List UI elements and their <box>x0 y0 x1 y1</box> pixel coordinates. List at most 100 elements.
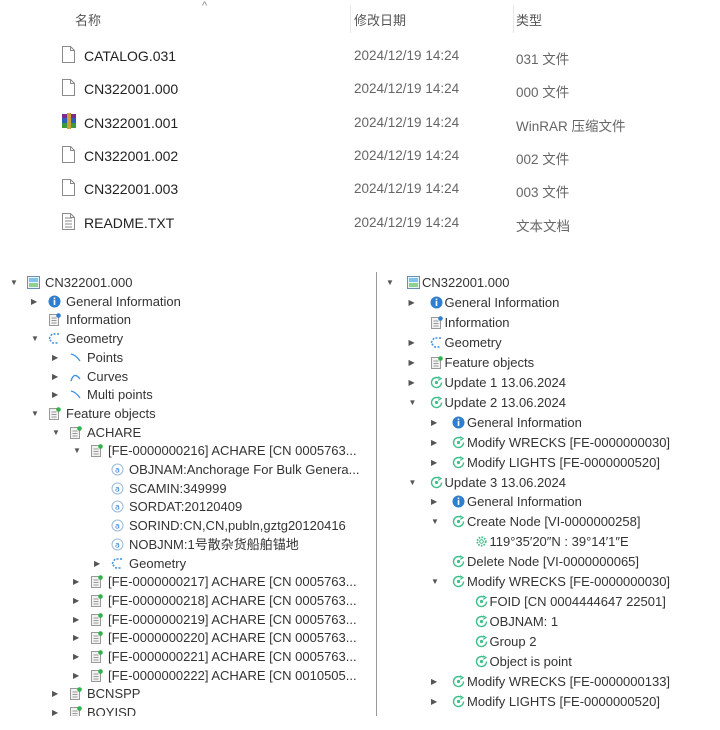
collapsed-arrow-icon[interactable]: ▶ <box>94 558 101 568</box>
file-row[interactable]: CN322001.000 2024/12/19 14:24 000 文件 <box>0 77 720 101</box>
collapsed-arrow-icon[interactable]: ▶ <box>73 652 80 661</box>
collapsed-arrow-icon[interactable]: ▶ <box>408 337 415 347</box>
column-header-date[interactable]: 修改日期 <box>354 13 407 28</box>
tree-node[interactable]: ▶ Modify WRECKS [FE-0000000133] <box>377 673 720 691</box>
tree-node[interactable]: ▶ General Information <box>377 493 720 511</box>
collapsed-arrow-icon[interactable]: ▶ <box>408 377 415 387</box>
tree-node[interactable]: Group 2 <box>377 633 720 651</box>
tree-node[interactable]: ▶ Modify WRECKS [FE-0000000030] <box>377 434 720 452</box>
tree-node[interactable]: a SCAMIN:349999 <box>0 480 376 498</box>
tree-node[interactable]: ▼ Modify WRECKS [FE-0000000030] <box>377 573 720 591</box>
collapsed-arrow-icon[interactable]: ▶ <box>73 633 80 643</box>
tree-node[interactable]: Information <box>0 311 376 329</box>
file-name: CN322001.002 <box>84 148 179 164</box>
tree-node[interactable]: ▶ General Information <box>377 414 720 432</box>
tree-node[interactable]: ▶ [FE-0000000220] ACHARE [CN 0005763... <box>0 629 376 647</box>
tree-node[interactable]: ▶ Points <box>0 349 376 367</box>
tree-node[interactable]: ▼ Update 2 13.06.2024 <box>377 394 720 412</box>
expanded-arrow-icon[interactable]: ▼ <box>31 408 39 418</box>
collapsed-arrow-icon[interactable]: ▶ <box>52 352 59 362</box>
tree-node[interactable]: ▶ [FE-0000000217] ACHARE [CN 0005763... <box>0 573 376 591</box>
collapsed-arrow-icon[interactable]: ▶ <box>52 708 59 716</box>
expanded-arrow-icon[interactable]: ▼ <box>73 446 81 456</box>
collapsed-arrow-icon[interactable]: ▶ <box>431 677 438 686</box>
tree-node[interactable]: ▶ [FE-0000000218] ACHARE [CN 0005763... <box>0 592 376 610</box>
collapsed-arrow-icon[interactable]: ▶ <box>52 689 59 699</box>
collapsed-arrow-icon[interactable]: ▶ <box>431 696 438 706</box>
tree-node[interactable]: ▶ Modify LIGHTS [FE-0000000520] <box>377 454 720 472</box>
tree-node[interactable]: a NOBJNM:1号散杂货船舶锚地 <box>0 536 376 554</box>
tree-node[interactable]: ▼ Geometry <box>0 330 376 348</box>
tree-node[interactable]: ▶ [FE-0000000222] ACHARE [CN 0010505... <box>0 667 376 685</box>
tree-node[interactable]: ▶ BOYISD <box>0 704 376 716</box>
tree-node[interactable]: Delete Node [VI-0000000065] <box>377 553 720 571</box>
tree-node[interactable]: OBJNAM: 1 <box>377 613 720 631</box>
tree-node[interactable]: a SORIND:CN,CN,publn,gztg20120416 <box>0 517 376 535</box>
expanded-arrow-icon[interactable]: ▼ <box>431 577 439 587</box>
expanded-arrow-icon[interactable]: ▼ <box>386 278 394 287</box>
file-row[interactable]: CATALOG.031 2024/12/19 14:24 031 文件 <box>0 44 720 68</box>
collapsed-arrow-icon[interactable]: ▶ <box>431 457 438 467</box>
expanded-arrow-icon[interactable]: ▼ <box>10 278 18 287</box>
column-divider[interactable] <box>350 5 351 33</box>
tree-node[interactable]: ▶ [FE-0000000219] ACHARE [CN 0005763... <box>0 611 376 629</box>
column-header-type[interactable]: 类型 <box>516 13 543 28</box>
collapsed-arrow-icon[interactable]: ▶ <box>31 296 38 306</box>
tree-node[interactable]: ▼ CN322001.000 <box>0 274 376 292</box>
tree-node[interactable]: ▶ Update 1 13.06.2024 <box>377 374 720 392</box>
doc-green-icon <box>69 687 82 701</box>
tree-node[interactable]: ▼ Create Node [VI-0000000258] <box>377 513 720 531</box>
tree-node[interactable]: ▶ Feature objects <box>377 354 720 372</box>
tree-node[interactable]: ▼ Feature objects <box>0 405 376 423</box>
tree-node[interactable]: Object is point <box>377 653 720 671</box>
right-tree-view[interactable]: ▼ CN322001.000 ▶ General Information Informa… <box>377 270 720 716</box>
file-type: 031 文件 <box>516 52 570 67</box>
collapsed-arrow-icon[interactable]: ▶ <box>73 670 80 680</box>
tree-node[interactable]: ▼ [FE-0000000216] ACHARE [CN 0005763... <box>0 442 376 460</box>
left-tree-view[interactable]: ▼ CN322001.000 ▶ General Information Informa… <box>0 270 376 716</box>
collapsed-arrow-icon[interactable]: ▶ <box>73 614 80 624</box>
tree-node[interactable]: Information <box>377 314 720 332</box>
expanded-arrow-icon[interactable]: ▼ <box>408 477 417 487</box>
tree-node[interactable]: 119°35′20″N : 39°14′1″E <box>377 533 720 551</box>
collapsed-arrow-icon[interactable]: ▶ <box>431 437 438 447</box>
tree-node[interactable]: ▶ [FE-0000000221] ACHARE [CN 0005763... <box>0 648 376 666</box>
column-divider[interactable] <box>513 5 514 33</box>
tree-node[interactable]: a OBJNAM:Anchorage For Bulk Genera... <box>0 461 376 479</box>
collapsed-arrow-icon[interactable]: ▶ <box>431 497 438 507</box>
expanded-arrow-icon[interactable]: ▼ <box>31 334 39 344</box>
tree-node[interactable]: ▼ CN322001.000 <box>377 274 720 292</box>
file-row[interactable]: CN322001.003 2024/12/19 14:24 003 文件 <box>0 177 720 201</box>
tree-node[interactable]: ▶ General Information <box>0 293 376 311</box>
tree-node-label: Geometry <box>66 331 124 347</box>
tree-node[interactable]: ▶ Multi points <box>0 386 376 404</box>
column-header-name[interactable]: 名称 <box>75 13 102 28</box>
tree-node[interactable]: ▼ Update 3 13.06.2024 <box>377 474 720 492</box>
file-row[interactable]: README.TXT 2024/12/19 14:24 文本文档 <box>0 211 720 235</box>
tree-node[interactable]: ▶ Geometry <box>377 334 720 352</box>
collapsed-arrow-icon[interactable]: ▶ <box>73 577 80 587</box>
collapsed-arrow-icon[interactable]: ▶ <box>52 390 59 400</box>
tree-node[interactable]: ▶ Geometry <box>0 555 376 573</box>
collapsed-arrow-icon[interactable]: ▶ <box>431 417 438 427</box>
expanded-arrow-icon[interactable]: ▼ <box>431 517 439 527</box>
tree-node[interactable]: ▶ Curves <box>0 368 376 386</box>
file-row[interactable]: CN322001.001 2024/12/19 14:24 WinRAR 压缩文件 <box>0 111 720 135</box>
collapsed-arrow-icon[interactable]: ▶ <box>52 371 59 381</box>
tree-node[interactable]: ▶ BCNSPP <box>0 685 376 703</box>
tree-node-label: BOYISD <box>87 705 137 716</box>
expanded-arrow-icon[interactable]: ▼ <box>408 397 417 407</box>
expanded-arrow-icon[interactable]: ▼ <box>52 427 60 437</box>
tree-node-label: ACHARE <box>87 424 142 440</box>
tree-node[interactable]: FOID [CN 0004444647 22501] <box>377 593 720 611</box>
tree-node[interactable]: ▶ General Information <box>377 294 720 312</box>
collapsed-arrow-icon[interactable]: ▶ <box>408 297 415 307</box>
pane-divider[interactable] <box>376 272 377 716</box>
attribute-icon: a <box>111 500 124 513</box>
tree-node[interactable]: ▼ ACHARE <box>0 424 376 442</box>
tree-node[interactable]: a SORDAT:20120409 <box>0 498 376 516</box>
file-row[interactable]: CN322001.002 2024/12/19 14:24 002 文件 <box>0 144 720 168</box>
collapsed-arrow-icon[interactable]: ▶ <box>73 595 80 605</box>
tree-node[interactable]: ▶ Modify LIGHTS [FE-0000000520] <box>377 693 720 711</box>
collapsed-arrow-icon[interactable]: ▶ <box>408 357 415 367</box>
